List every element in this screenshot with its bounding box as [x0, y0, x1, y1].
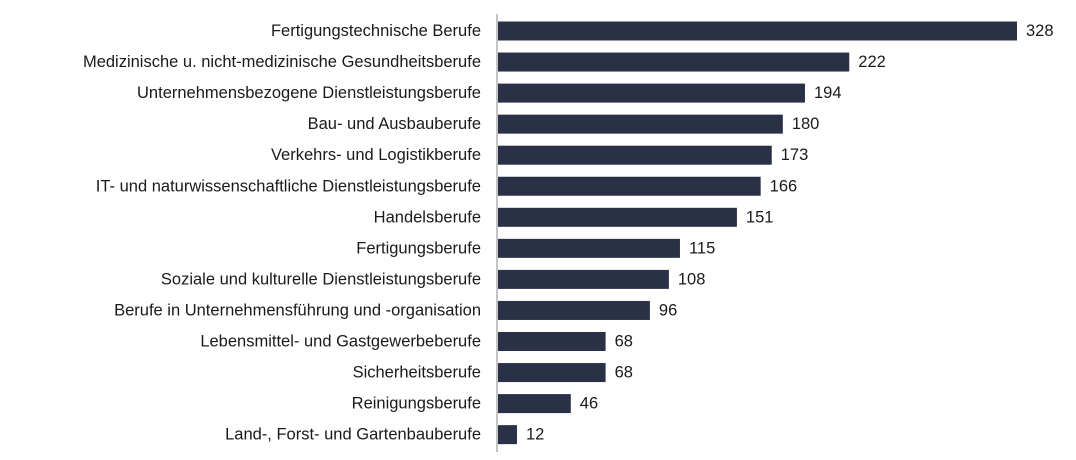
bar [498, 83, 805, 103]
category-labels: Fertigungstechnische Berufe Medizinische … [83, 22, 481, 444]
bar [498, 21, 1017, 41]
category-label: Handelsberufe [374, 208, 481, 226]
value-label: 108 [678, 270, 706, 288]
value-label: 46 [580, 395, 598, 413]
value-label: 222 [858, 53, 886, 71]
value-label: 194 [814, 84, 842, 102]
value-label: 151 [746, 208, 774, 226]
value-label: 328 [1026, 22, 1054, 40]
bar [498, 269, 669, 289]
value-label: 68 [615, 364, 633, 382]
value-label: 115 [689, 239, 715, 257]
category-label: Fertigungsberufe [356, 239, 481, 257]
category-label: Verkehrs- und Logistikberufe [271, 146, 481, 164]
category-label: Berufe in Unternehmensführung und -organ… [114, 301, 481, 319]
category-label: IT- und naturwissenschaftliche Dienstlei… [96, 177, 481, 195]
bar [498, 394, 571, 414]
category-label: Soziale und kulturelle Dienstleistungsbe… [161, 270, 481, 288]
bar [498, 52, 850, 72]
value-label: 12 [526, 426, 544, 444]
value-label: 180 [792, 115, 820, 133]
bar [498, 176, 761, 196]
category-label: Fertigungstechnische Berufe [271, 22, 481, 40]
category-label: Medizinische u. nicht-medizinische Gesun… [83, 53, 481, 71]
value-label: 68 [615, 333, 633, 351]
category-label: Lebensmittel- und Gastgewerbeberufe [200, 333, 481, 351]
category-label: Sicherheitsberufe [353, 364, 481, 382]
bar [498, 114, 783, 134]
value-label: 166 [770, 177, 798, 195]
bar [498, 425, 517, 445]
bar [498, 332, 606, 351]
category-label: Land-, Forst- und Gartenbauberufe [225, 426, 481, 444]
value-label: 96 [659, 301, 677, 319]
value-label: 173 [781, 146, 809, 164]
bar [498, 145, 772, 165]
category-label: Bau- und Ausbauberufe [308, 115, 481, 133]
bar [498, 300, 650, 320]
bars [498, 21, 1017, 445]
bar [498, 363, 606, 383]
category-label: Unternehmensbezogene Dienstleistungsberu… [137, 84, 481, 102]
category-label: Reinigungsberufe [352, 395, 481, 413]
bar [498, 238, 680, 258]
bar [498, 207, 737, 227]
